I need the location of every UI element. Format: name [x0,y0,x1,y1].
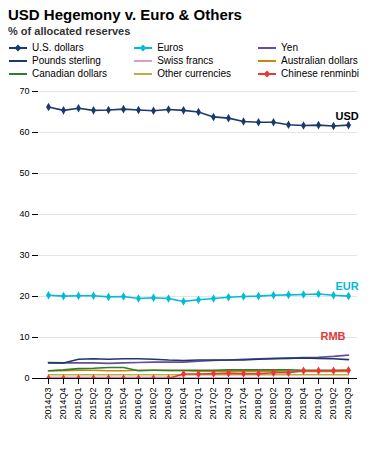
svg-text:2018Q2: 2018Q2 [268,388,278,420]
svg-text:2018Q1: 2018Q1 [253,388,263,420]
svg-text:2017Q3: 2017Q3 [223,388,233,420]
svg-text:2017Q1: 2017Q1 [193,388,203,420]
svg-text:2019Q1: 2019Q1 [313,388,323,420]
svg-text:2014Q3: 2014Q3 [43,388,53,420]
html-text:Other currencies: Other currencies [157,68,231,79]
html-text:USD Hegemony v. Euro & Others: USD Hegemony v. Euro & Others [8,6,242,23]
svg-text:EUR: EUR [336,280,359,292]
html-text:Canadian dollars: Canadian dollars [32,68,108,79]
html-text:Euros: Euros [157,42,184,53]
svg-text:70: 70 [19,86,29,96]
html-text:Pounds sterling: Pounds sterling [32,55,101,66]
svg-text:2015Q1: 2015Q1 [73,388,83,420]
svg-text:2017Q4: 2017Q4 [238,388,248,420]
svg-text:2019Q3: 2019Q3 [343,388,353,420]
html-text:Swiss francs: Swiss francs [157,55,214,66]
html-text:U.S. dollars: U.S. dollars [32,42,84,53]
svg-text:2015Q4: 2015Q4 [118,388,128,420]
svg-text:2018Q4: 2018Q4 [298,388,308,420]
svg-text:2016Q1: 2016Q1 [133,388,143,420]
svg-text:USD: USD [336,110,359,122]
svg-text:30: 30 [19,250,29,260]
svg-text:2016Q4: 2016Q4 [178,388,188,420]
svg-text:50: 50 [19,168,29,178]
svg-text:2019Q2: 2019Q2 [328,388,338,420]
svg-text:2018Q3: 2018Q3 [283,388,293,420]
svg-text:2017Q2: 2017Q2 [208,388,218,420]
svg-text:2015Q2: 2015Q2 [88,388,98,420]
svg-text:2014Q4: 2014Q4 [58,388,68,420]
html-text:Yen: Yen [281,42,298,53]
svg-text:RMB: RMB [321,330,346,342]
svg-text:40: 40 [19,209,29,219]
html-text:Chinese renminbi: Chinese renminbi [281,68,359,79]
svg-text:0: 0 [24,373,29,383]
svg-text:2016Q2: 2016Q2 [148,388,158,420]
svg-text:20: 20 [19,291,29,301]
svg-text:2015Q3: 2015Q3 [103,388,113,420]
svg-text:60: 60 [19,127,29,137]
html-text:% of allocated reserves: % of allocated reserves [8,25,131,37]
html-text:Australian dollars: Australian dollars [281,55,358,66]
svg-text:2016Q3: 2016Q3 [163,388,173,420]
svg-text:10: 10 [19,332,29,342]
